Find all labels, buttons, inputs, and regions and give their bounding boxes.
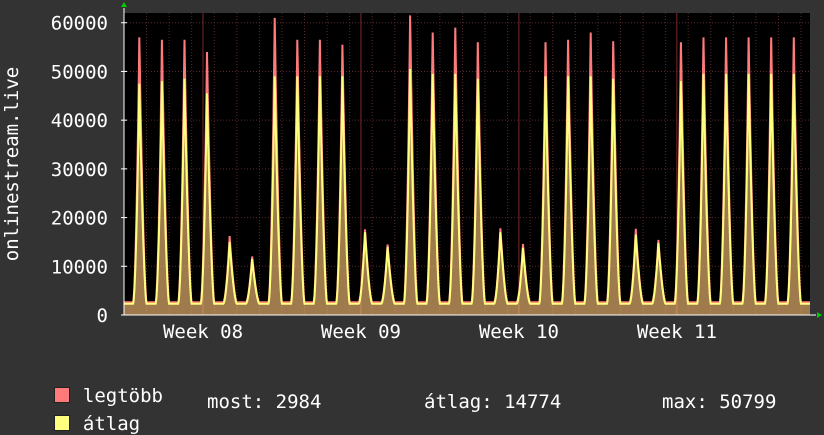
y-tick-label: 60000 (51, 13, 108, 35)
y-axis-arrow (121, 2, 127, 7)
x-tick-labels: Week 08 Week 09 Week 10 Week 11 (163, 321, 717, 343)
stat-atlag: átlag: 14774 (424, 391, 561, 413)
legend-item-atlag: átlag (31, 391, 140, 435)
legend-swatch-atlag (53, 415, 70, 431)
series-atlag-line (124, 68, 810, 305)
x-tick-label: Week 09 (321, 321, 401, 343)
y-tick-label: 0 (97, 305, 108, 327)
series-legtobb-line (124, 15, 810, 304)
stat-max-value: 50799 (719, 391, 777, 413)
y-tick-label: 30000 (51, 159, 108, 181)
legend-label-atlag: átlag (82, 413, 141, 435)
stat-max: max: 50799 (662, 391, 776, 413)
y-tick-label: 20000 (51, 208, 108, 230)
axes (121, 2, 822, 318)
y-tick-labels: 0 10000 20000 30000 40000 50000 60000 (51, 13, 108, 327)
plot-area (124, 13, 810, 315)
stat-atlag-value: 14774 (504, 391, 562, 413)
x-tick-label: Week 10 (479, 321, 559, 343)
stat-most: most: 2984 (207, 391, 321, 413)
legend-label-legtobb: legtöbb (82, 385, 163, 407)
y-tick-label: 50000 (51, 61, 108, 83)
stat-max-label: max: (662, 391, 708, 413)
x-tick-label: Week 08 (163, 321, 243, 343)
legend-swatch-legtobb (53, 387, 70, 403)
stat-atlag-label: átlag: (424, 391, 493, 413)
y-tick-label: 40000 (51, 110, 108, 132)
y-tick-label: 10000 (51, 256, 108, 278)
x-tick-label: Week 11 (637, 321, 717, 343)
legend-item-legtobb: legtöbb (31, 363, 163, 407)
y-axis-label: onlinestream.live (1, 67, 23, 261)
stat-most-label: most: (207, 391, 265, 413)
series-legtobb-area (124, 15, 810, 316)
stat-most-value: 2984 (275, 391, 322, 413)
series-atlag-area (124, 69, 810, 315)
grid (124, 13, 810, 315)
x-axis-arrow (817, 312, 822, 318)
